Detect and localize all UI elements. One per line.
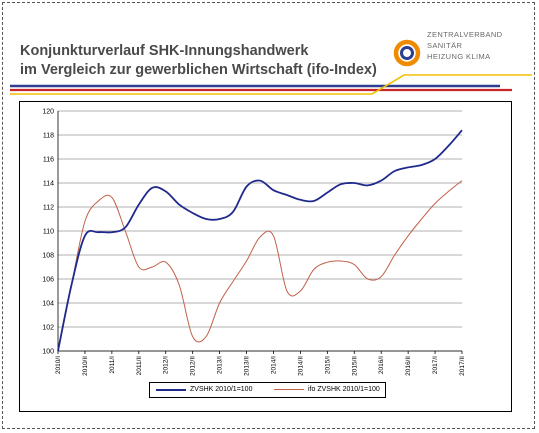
logo-text-line-2: SANITÄR <box>427 41 463 50</box>
x-tick-label: 2011/II <box>136 356 143 376</box>
x-tick-label: 2014/II <box>297 356 304 376</box>
y-tick-label: 116 <box>43 157 54 164</box>
y-tick-label: 100 <box>42 349 54 356</box>
x-tick-label: 2016/I <box>378 356 385 374</box>
chart-title-line-2: im Vergleich zur gewerblichen Wirtschaft… <box>20 62 377 78</box>
legend-label-zvshk: ZVSHK 2010/1=100 <box>190 386 253 393</box>
x-tick-label: 2013/II <box>244 356 251 376</box>
y-tick-label: 112 <box>43 205 54 212</box>
x-tick-label: 2017/I <box>432 356 439 374</box>
line-chart: 100 102 104 106 108 110 112 114 116 118 120 2010/I 2… <box>42 109 466 376</box>
y-tick-label: 120 <box>42 109 54 116</box>
logo-text-line-1: ZENTRALVERBAND <box>427 30 503 39</box>
x-tick-label: 2011/I <box>109 356 116 374</box>
zvshk-logo-icon <box>393 39 421 67</box>
legend-item-ifo: ifo ZVSHK 2010/1=100 <box>274 386 380 393</box>
y-tick-label: 108 <box>42 253 54 260</box>
y-tick-label: 106 <box>42 277 54 284</box>
x-tick-label: 2012/I <box>163 356 170 374</box>
x-tick-label: 2010/I <box>55 356 62 374</box>
chart-title-line-1: Konjunkturverlauf SHK-Innungshandwerk <box>20 43 309 59</box>
chart-legend: ZVSHK 2010/1=100 ifo ZVSHK 2010/1=100 <box>149 382 386 398</box>
x-tick-label: 2010/II <box>82 356 89 376</box>
logo-text-line-3: HEIZUNG KLIMA <box>427 52 491 61</box>
decor-yellow-line <box>10 74 532 95</box>
header-decoration <box>10 74 532 95</box>
x-tick-label: 2013/I <box>217 356 224 374</box>
legend-item-zvshk: ZVSHK 2010/1=100 <box>156 386 252 393</box>
x-tick-label: 2015/I <box>324 356 331 374</box>
page-frame <box>2 2 535 429</box>
y-tick-label: 102 <box>42 325 54 332</box>
legend-label-ifo: ifo ZVSHK 2010/1=100 <box>308 386 380 393</box>
y-tick-label: 114 <box>43 181 54 188</box>
x-tick-label: 2016/II <box>405 356 412 376</box>
chart-area: 100 102 104 106 108 110 112 114 116 118 120 2010/I 2… <box>19 101 512 412</box>
legend-swatch-ifo <box>274 389 304 390</box>
y-tick-label: 104 <box>42 301 54 308</box>
legend-swatch-zvshk <box>156 388 186 391</box>
y-tick-label: 110 <box>43 229 54 236</box>
x-tick-label: 2012/II <box>190 356 197 376</box>
x-tick-label: 2015/II <box>351 356 358 376</box>
series-line-ifo <box>57 180 463 352</box>
y-tick-label: 118 <box>43 133 54 140</box>
x-tick-label: 2014/I <box>270 356 277 374</box>
series-line-zvshk <box>57 129 463 352</box>
x-tick-label: 2017/II <box>459 356 466 376</box>
